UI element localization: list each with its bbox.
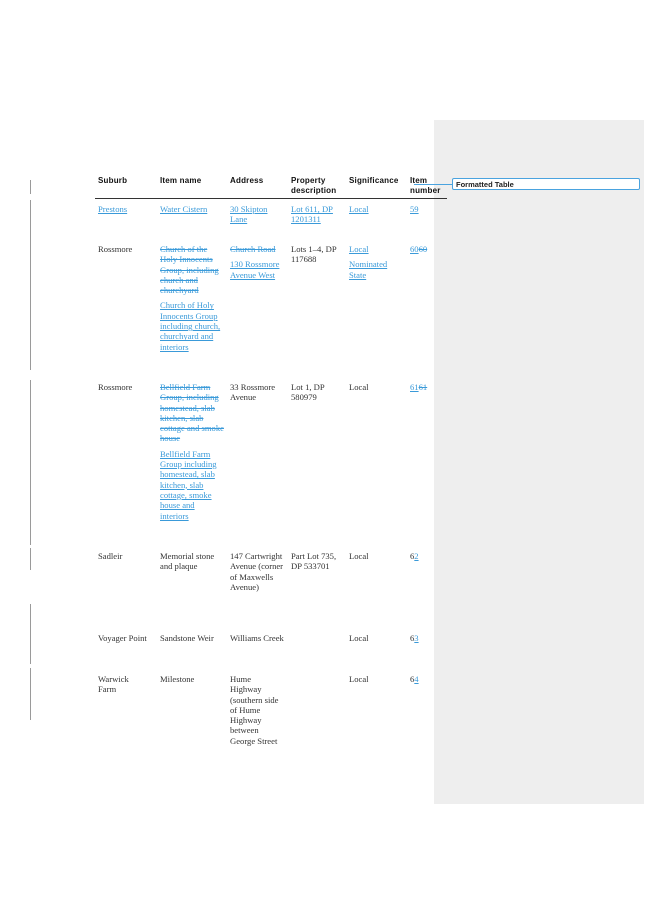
change-bar [30,548,31,570]
change-bar [30,180,31,194]
header-item-number: Item number [410,176,441,196]
change-bar [30,200,31,370]
cell-item-number: 63 [410,633,440,643]
change-bar [30,668,31,720]
deleted-text: Church of the Holy Innocents Group, incl… [160,244,219,296]
cell-property: Part Lot 735, DP 533701 [291,551,337,572]
cell-address: 33 Rossmore Avenue [230,382,276,403]
header-item-line2: number [410,186,441,195]
comment-pane [434,120,644,804]
header-significance: Significance [349,176,399,185]
cell-property: Lots 1–4, DP 117688 [291,244,337,265]
cell-suburb: Rossmore [98,382,133,392]
comment-connector-line [414,184,452,185]
header-suburb: Suburb [98,176,128,185]
deleted-text: Church Road [230,244,276,254]
cell-address: 30 Skipton Lane [230,204,268,225]
cell-significance: Local [349,674,369,684]
cell-item-name: Water Cistern [160,204,208,214]
header-rule [95,198,447,199]
inserted-number: 60 [410,244,419,254]
cell-suburb: Warwick Farm [98,674,129,695]
cell-significance: Local [349,633,369,643]
cell-suburb: Sadleir [98,551,123,561]
cell-address: 147 Cartwright Avenue (corner of Maxwell… [230,551,284,592]
header-property-line1: Property [291,176,326,185]
cell-significance: Local [349,551,369,561]
cell-significance: Local [349,382,369,392]
cell-suburb: Rossmore [98,244,133,254]
cell-item-number: 6161 [410,382,440,392]
cell-suburb: Prestons [98,204,128,214]
comment-balloon[interactable]: Formatted Table [452,178,640,190]
cell-suburb: Voyager Point [98,633,147,643]
inserted-number: 3 [414,633,419,643]
inserted-text: Bellfield Farm Group including homestead… [160,448,217,521]
cell-address: Williams Creek [230,633,284,643]
cell-item-number: 6060 [410,244,440,254]
header-address: Address [230,176,264,185]
inserted-number: 2 [414,551,419,561]
cell-property: Lot 611, DP 1201311 [291,204,333,225]
significance-local: Local [349,244,369,254]
change-bar [30,604,31,664]
cell-item-number: 64 [410,674,440,684]
header-item-name: Item name [160,176,202,185]
item-number-prefix: 6 [410,674,415,684]
item-number-prefix: 6 [410,633,415,643]
cell-item-name: Bellfield Farm Group, including homestea… [160,382,224,521]
cell-item-number: 59 [410,204,419,214]
deleted-text: Bellfield Farm Group, including homestea… [160,382,224,444]
significance-state: Nominated State [349,259,388,280]
header-property-description: Property description [291,176,336,196]
deleted-number: 60 [418,244,428,254]
cell-item-name: Memorial stone and plaque [160,551,215,572]
header-item-line1: Item [410,176,428,185]
deleted-number: 61 [418,382,428,392]
cell-item-name: Sandstone Weir [160,633,214,643]
inserted-text: Church of Holy Innocents Group including… [160,300,221,352]
cell-significance: Local [349,204,369,214]
cell-item-number: 62 [410,551,440,561]
item-number-prefix: 6 [410,551,415,561]
cell-address: Hume Highway (southern side of Hume High… [230,674,279,746]
inserted-text: 130 Rossmore Avenue West [230,259,280,280]
inserted-number: 61 [410,382,419,392]
inserted-number: 4 [414,674,419,684]
header-property-line2: description [291,186,337,195]
cell-item-name: Church of the Holy Innocents Group, incl… [160,244,224,352]
cell-significance: Local Nominated State [349,244,405,280]
cell-item-name: Milestone [160,674,195,684]
change-bar [30,380,31,545]
cell-address: Church Road 130 Rossmore Avenue West [230,244,286,280]
cell-property: Lot 1, DP 580979 [291,382,325,403]
